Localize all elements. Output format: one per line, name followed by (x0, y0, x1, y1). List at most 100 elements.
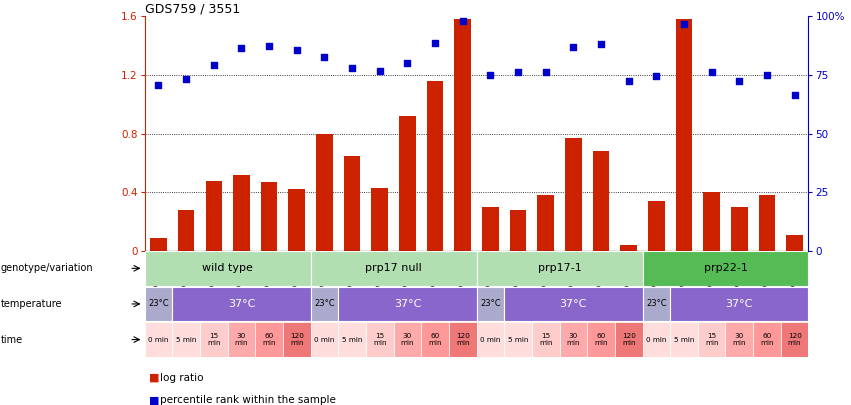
Bar (151, 238, 167, 251)
Bar (311, 322, 339, 357)
Bar (371, 188, 388, 251)
Point (207, 62, 220, 68)
Text: 0 min: 0 min (480, 337, 500, 343)
Text: ■: ■ (149, 373, 159, 383)
Bar (317, 134, 333, 251)
Text: temperature: temperature (1, 299, 62, 309)
Bar (786, 235, 803, 251)
Text: 30
min: 30 min (235, 333, 248, 346)
Text: 23°C: 23°C (148, 299, 168, 309)
Bar (482, 207, 499, 251)
Text: 120
min: 120 min (788, 333, 802, 346)
Point (456, 17, 470, 24)
Bar (477, 322, 504, 357)
Text: log ratio: log ratio (160, 373, 203, 383)
Bar (759, 195, 775, 251)
Bar (698, 322, 725, 357)
Bar (228, 322, 255, 357)
Bar (288, 190, 305, 251)
Bar (421, 322, 449, 357)
Bar (426, 81, 443, 251)
Text: percentile rank within the sample: percentile rank within the sample (160, 395, 336, 405)
Text: time: time (1, 335, 23, 345)
Text: 60
min: 60 min (428, 333, 442, 346)
Bar (339, 322, 366, 357)
Text: GDS759 / 3551: GDS759 / 3551 (145, 2, 240, 15)
Bar (454, 19, 471, 251)
Point (622, 78, 636, 84)
Bar (643, 251, 808, 286)
Bar (178, 210, 194, 251)
Bar (504, 322, 532, 357)
Bar (538, 195, 554, 251)
Text: 5 min: 5 min (176, 337, 197, 343)
Text: 60
min: 60 min (262, 333, 276, 346)
Bar (449, 322, 477, 357)
Bar (477, 251, 643, 286)
Text: 23°C: 23°C (480, 299, 500, 309)
Text: 15
min: 15 min (705, 333, 718, 346)
Text: 5 min: 5 min (342, 337, 363, 343)
Point (428, 39, 442, 46)
Point (567, 44, 580, 50)
Point (151, 82, 165, 88)
Bar (565, 138, 582, 251)
Bar (781, 322, 808, 357)
Text: 120
min: 120 min (622, 333, 636, 346)
Point (705, 69, 718, 75)
Point (649, 73, 663, 80)
Bar (172, 287, 311, 321)
Text: 37°C: 37°C (560, 299, 587, 309)
Bar (339, 287, 477, 321)
Bar (283, 322, 311, 357)
Point (539, 69, 552, 75)
Bar (510, 210, 526, 251)
Bar (344, 156, 361, 251)
Text: prp17-1: prp17-1 (538, 263, 581, 273)
Text: 0 min: 0 min (148, 337, 168, 343)
Point (760, 72, 774, 78)
Text: 60
min: 60 min (594, 333, 608, 346)
Point (594, 41, 608, 47)
Text: 30
min: 30 min (401, 333, 414, 346)
Bar (676, 19, 693, 251)
Text: 0 min: 0 min (646, 337, 666, 343)
Bar (725, 322, 753, 357)
Point (483, 72, 497, 78)
Point (180, 76, 193, 83)
Bar (233, 175, 250, 251)
Point (677, 20, 691, 27)
Bar (145, 322, 172, 357)
Text: 15
min: 15 min (207, 333, 220, 346)
Bar (393, 322, 421, 357)
Bar (145, 251, 311, 286)
Bar (703, 192, 720, 251)
Bar (399, 116, 415, 251)
Text: genotype/variation: genotype/variation (1, 263, 94, 273)
Bar (172, 322, 200, 357)
Text: 15
min: 15 min (373, 333, 386, 346)
Text: 30
min: 30 min (733, 333, 746, 346)
Bar (643, 322, 671, 357)
Point (401, 60, 414, 66)
Text: 30
min: 30 min (567, 333, 580, 346)
Bar (255, 322, 283, 357)
Text: 37°C: 37°C (726, 299, 753, 309)
Text: 60
min: 60 min (760, 333, 774, 346)
Point (788, 92, 802, 99)
Text: 37°C: 37°C (228, 299, 255, 309)
Point (511, 69, 525, 75)
Bar (648, 201, 665, 251)
Bar (670, 322, 698, 357)
Text: 15
min: 15 min (539, 333, 552, 346)
Point (346, 64, 359, 71)
Point (262, 43, 276, 49)
Bar (620, 245, 637, 251)
Bar (587, 322, 614, 357)
Bar (753, 322, 781, 357)
Bar (614, 322, 643, 357)
Text: ■: ■ (149, 395, 159, 405)
Bar (260, 182, 277, 251)
Bar (311, 287, 339, 321)
Text: prp22-1: prp22-1 (704, 263, 747, 273)
